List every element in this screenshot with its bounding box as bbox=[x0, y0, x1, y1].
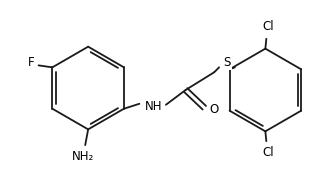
Text: O: O bbox=[210, 103, 219, 116]
Text: NH: NH bbox=[144, 100, 162, 113]
Text: NH₂: NH₂ bbox=[72, 150, 94, 163]
Text: S: S bbox=[223, 56, 231, 69]
Text: F: F bbox=[27, 56, 34, 69]
Text: Cl: Cl bbox=[263, 146, 274, 159]
Text: Cl: Cl bbox=[263, 20, 274, 33]
